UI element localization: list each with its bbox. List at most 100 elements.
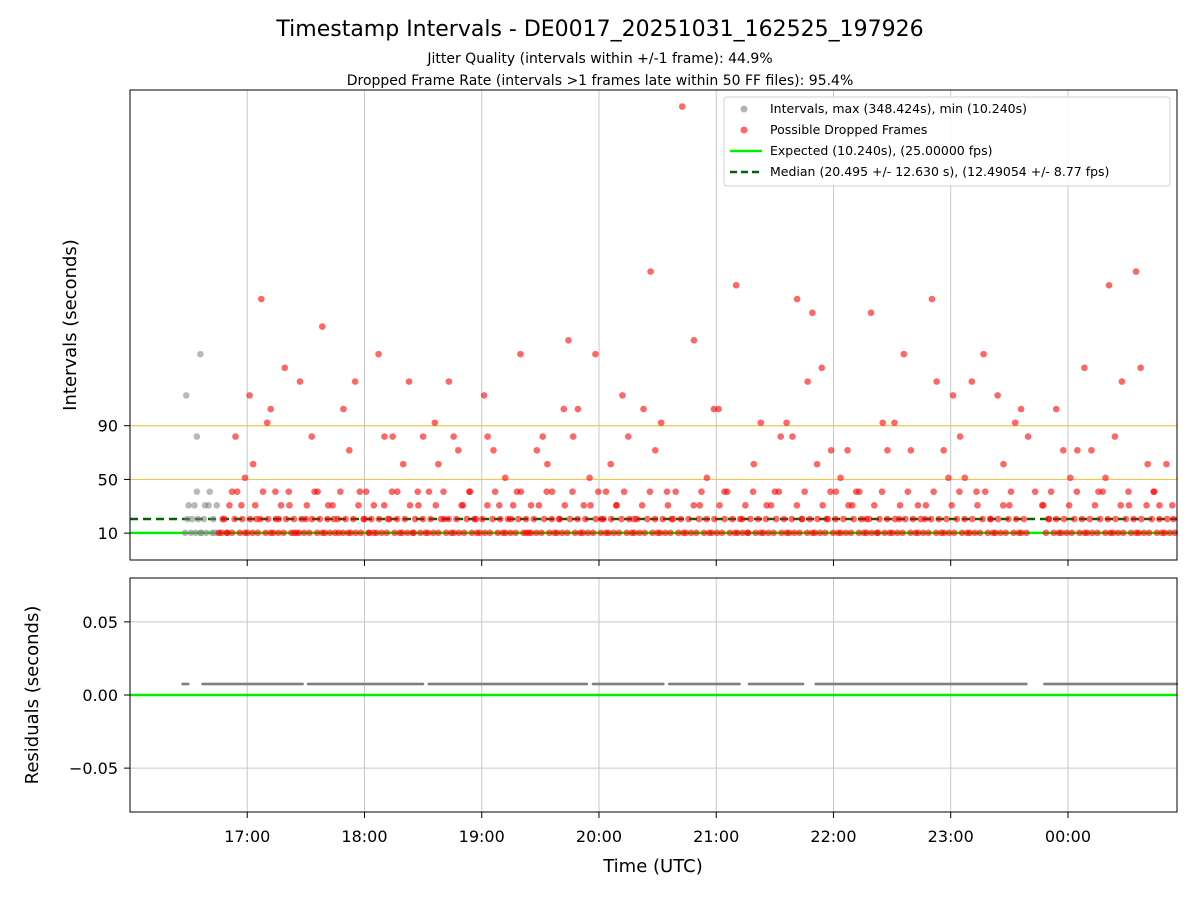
dropped-frame-point (708, 529, 716, 537)
dropped-frame-point (1012, 515, 1020, 523)
dropped-frame-point (842, 529, 850, 537)
dropped-frame-point (837, 529, 845, 537)
dropped-frame-point (602, 488, 610, 495)
dropped-frame-point (729, 515, 736, 523)
dropped-frame-point (863, 515, 870, 523)
dropped-frame-point (530, 515, 538, 523)
dropped-frame-point (1122, 515, 1130, 523)
dropped-frame-point (555, 515, 563, 523)
dropped-frame-point (813, 460, 821, 468)
dropped-frame-point (999, 502, 1007, 509)
dropped-frame-point (254, 529, 262, 537)
dropped-frame-point (791, 529, 798, 537)
dropped-frame-point (494, 529, 501, 537)
intervals-points (181, 103, 1179, 537)
dropped-frame-point (560, 405, 568, 413)
dropped-frame-point (847, 529, 855, 537)
dropped-frame-point (224, 529, 231, 537)
dropped-frame-point (667, 529, 674, 537)
dropped-frame-point (819, 502, 826, 509)
interval-point (192, 529, 199, 537)
dropped-frame-point (431, 419, 439, 427)
dropped-frame-point (785, 529, 793, 537)
dropped-frame-point (950, 529, 958, 537)
dropped-frame-point (228, 529, 236, 537)
dropped-frame-point (777, 433, 785, 440)
dropped-frame-point (620, 488, 628, 495)
dropped-frame-point (980, 350, 987, 358)
dropped-frame-point (326, 529, 334, 537)
dropped-frame-point (592, 515, 599, 523)
dropped-frame-point (440, 515, 448, 523)
dropped-frame-point (678, 103, 686, 110)
dropped-frame-point (1143, 502, 1150, 509)
dropped-frame-point (829, 529, 837, 537)
dropped-frame-point (623, 529, 630, 537)
dropped-frame-point (455, 529, 463, 537)
dropped-frame-point (607, 460, 615, 468)
dropped-frame-point (750, 460, 758, 468)
dropped-frame-point (489, 515, 496, 523)
dropped-frame-point (429, 529, 437, 537)
dropped-frame-point (399, 460, 407, 468)
dropped-frame-point (881, 529, 888, 537)
dropped-frame-point (463, 515, 471, 523)
dropped-frame-point (935, 515, 943, 523)
dropped-frame-point (997, 529, 1004, 537)
dropped-frame-point (1163, 515, 1171, 523)
interval-point (181, 529, 189, 537)
dropped-frame-point (927, 515, 935, 523)
dropped-frame-point (262, 529, 269, 537)
y-tick-label: 0.00 (82, 686, 118, 705)
dropped-frame-point (827, 488, 834, 495)
dropped-frame-point (713, 529, 721, 537)
dropped-frame-point (1104, 515, 1112, 523)
dropped-frame-point (375, 515, 383, 523)
dropped-frame-point (788, 515, 796, 523)
dropped-frame-point (961, 474, 969, 482)
dropped-frame-point (703, 515, 710, 523)
dropped-frame-point (496, 515, 504, 523)
dropped-frame-point (356, 488, 364, 495)
dropped-frame-point (582, 515, 589, 523)
legend-label-intervals: Intervals, max (348.424s), min (10.240s) (770, 101, 1027, 116)
dropped-frame-point (544, 460, 551, 468)
dropped-frame-point (330, 515, 338, 523)
dropped-frame-point (587, 502, 594, 509)
dropped-frame-point (318, 323, 326, 330)
dropped-frame-point (940, 529, 948, 537)
dropped-frame-point (948, 502, 955, 509)
dropped-frame-point (974, 502, 981, 509)
dropped-frame-point (286, 502, 293, 509)
dropped-frame-point (1114, 529, 1122, 537)
legend-label-expected: Expected (10.240s), (25.00000 fps) (770, 143, 992, 158)
dropped-frame-point (1052, 515, 1060, 523)
dropped-frame-point (710, 405, 718, 413)
x-tick-label: 19:00 (459, 827, 505, 846)
dropped-frame-point (226, 502, 233, 509)
residual-point (186, 682, 190, 686)
dropped-frame-point (696, 502, 704, 509)
dropped-frame-point (594, 488, 602, 495)
dropped-frame-point (419, 515, 427, 523)
dropped-frame-point (636, 529, 643, 537)
residuals-plot: 0.05 0.00 −0.05 17:00 18:00 19:00 20:00 21:00 2… (22, 577, 1179, 877)
dropped-frame-point (233, 488, 241, 495)
dropped-frame-point (610, 529, 618, 537)
dropped-frame-point (561, 502, 569, 509)
dropped-frame-point (253, 515, 260, 523)
dropped-frame-point (814, 515, 821, 523)
interval-point (182, 392, 190, 399)
dropped-frame-point (1045, 515, 1053, 523)
dropped-frame-point (592, 350, 599, 358)
dropped-frame-point (1065, 502, 1073, 509)
dropped-frame-point (275, 529, 282, 537)
x-tick-label: 20:00 (576, 827, 622, 846)
dropped-frame-point (241, 474, 249, 482)
dropped-frame-point (425, 488, 433, 495)
dropped-frame-point (687, 529, 695, 537)
dropped-frame-point (1017, 405, 1025, 413)
dropped-frame-point (414, 488, 422, 495)
dropped-frame-point (1070, 515, 1078, 523)
dropped-frame-point (1058, 529, 1065, 537)
